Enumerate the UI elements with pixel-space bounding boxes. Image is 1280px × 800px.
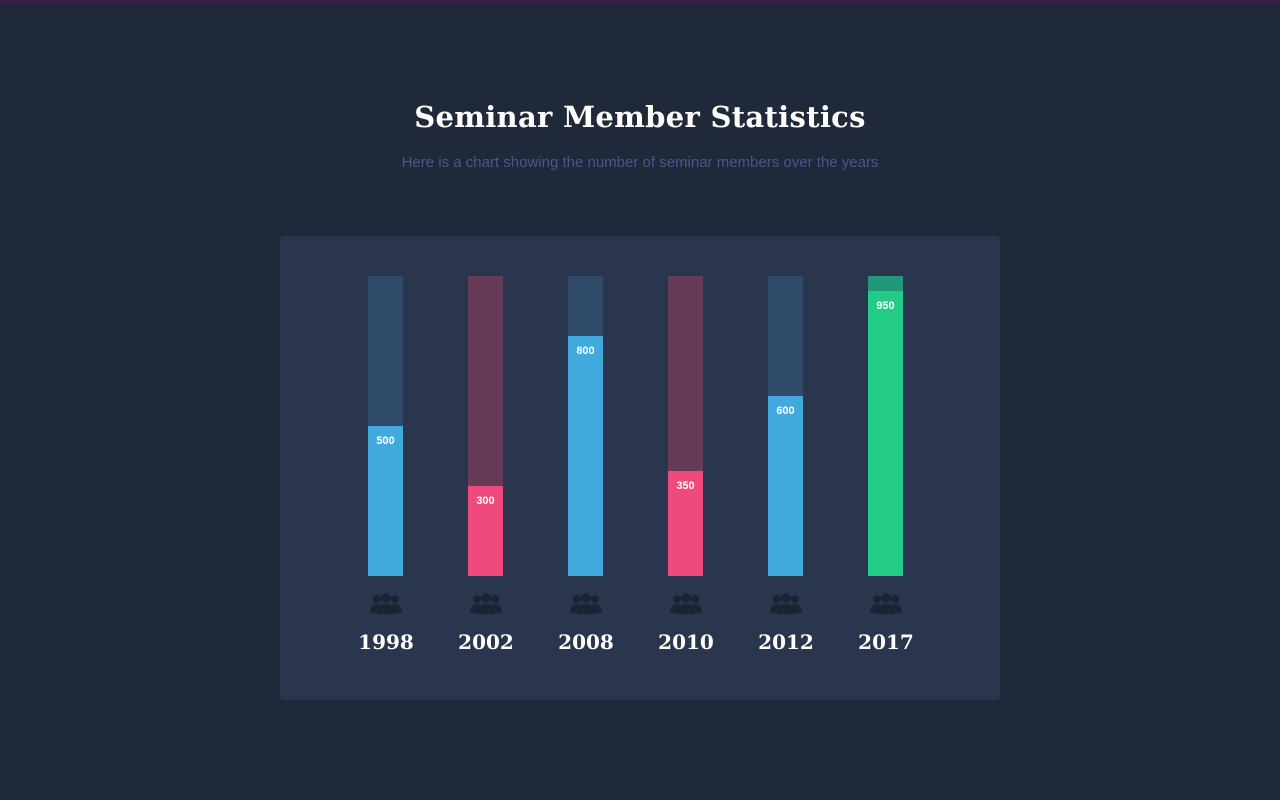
- bar-value-label: 950: [876, 300, 895, 312]
- bar: 500: [368, 426, 403, 576]
- members-icon: [870, 593, 902, 614]
- members-icon: [370, 593, 402, 614]
- bar-track: 350: [668, 276, 703, 576]
- year-label: 2010: [658, 630, 714, 654]
- year-label: 2012: [758, 630, 814, 654]
- top-accent-strip: [0, 0, 1280, 3]
- bar: 950: [868, 291, 903, 576]
- bar: 350: [668, 471, 703, 576]
- year-label: 2008: [558, 630, 614, 654]
- bar-column-2010: 350 2010: [646, 276, 726, 676]
- bar-value-label: 500: [376, 435, 395, 447]
- members-icon: [670, 593, 702, 614]
- page-title: Seminar Member Statistics: [414, 100, 866, 134]
- members-icon: [470, 593, 502, 614]
- bar-column-2002: 300 2002: [446, 276, 526, 676]
- bar: 600: [768, 396, 803, 576]
- bar: 300: [468, 486, 503, 576]
- bar-track: 800: [568, 276, 603, 576]
- bar-column-1998: 500 1998: [346, 276, 426, 676]
- bar-column-2008: 800 2008: [546, 276, 626, 676]
- members-icon: [570, 593, 602, 614]
- bar-track: 500: [368, 276, 403, 576]
- chart-card: 500 1998 300 2002 800 2008 350 2010 600 2012 950 20…: [280, 236, 1000, 700]
- bar-column-2012: 600 2012: [746, 276, 826, 676]
- bar-value-label: 600: [776, 405, 795, 417]
- year-label: 2017: [858, 630, 914, 654]
- bar-track: 950: [868, 276, 903, 576]
- year-label: 1998: [358, 630, 414, 654]
- page-subtitle: Here is a chart showing the number of se…: [401, 154, 879, 171]
- bar-value-label: 800: [576, 345, 595, 357]
- bar-column-2017: 950 2017: [846, 276, 926, 676]
- bar-track: 300: [468, 276, 503, 576]
- bar-value-label: 300: [476, 495, 495, 507]
- bar-value-label: 350: [676, 480, 695, 492]
- year-label: 2002: [458, 630, 514, 654]
- bar-track: 600: [768, 276, 803, 576]
- members-icon: [770, 593, 802, 614]
- bar: 800: [568, 336, 603, 576]
